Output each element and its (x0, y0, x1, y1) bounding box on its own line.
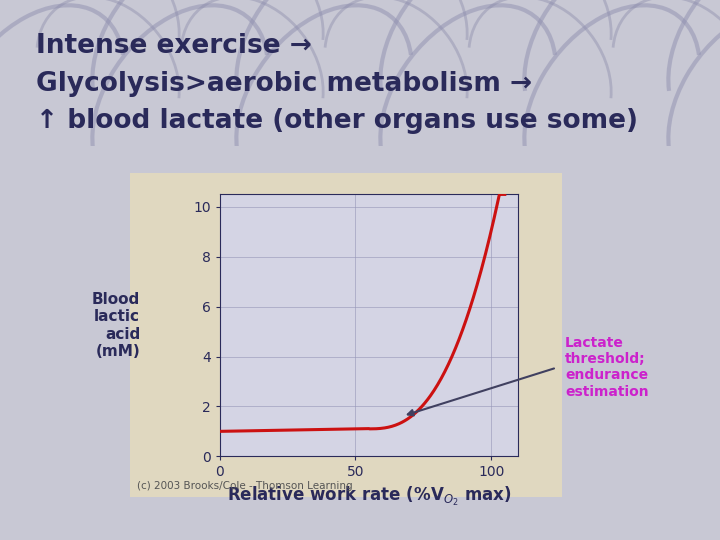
Text: (c) 2003 Brooks/Cole - Thomson Learning: (c) 2003 Brooks/Cole - Thomson Learning (137, 481, 352, 491)
Text: ↑ blood lactate (other organs use some): ↑ blood lactate (other organs use some) (36, 109, 638, 134)
Text: Lactate
threshold;
endurance
estimation: Lactate threshold; endurance estimation (565, 336, 649, 399)
X-axis label: Relative work rate (%V$_{O_2}$ max): Relative work rate (%V$_{O_2}$ max) (227, 485, 511, 508)
Text: Glycolysis>aerobic metabolism →: Glycolysis>aerobic metabolism → (36, 71, 532, 97)
Y-axis label: Blood
lactic
acid
(mM): Blood lactic acid (mM) (92, 292, 140, 359)
Text: Intense exercise →: Intense exercise → (36, 33, 312, 59)
